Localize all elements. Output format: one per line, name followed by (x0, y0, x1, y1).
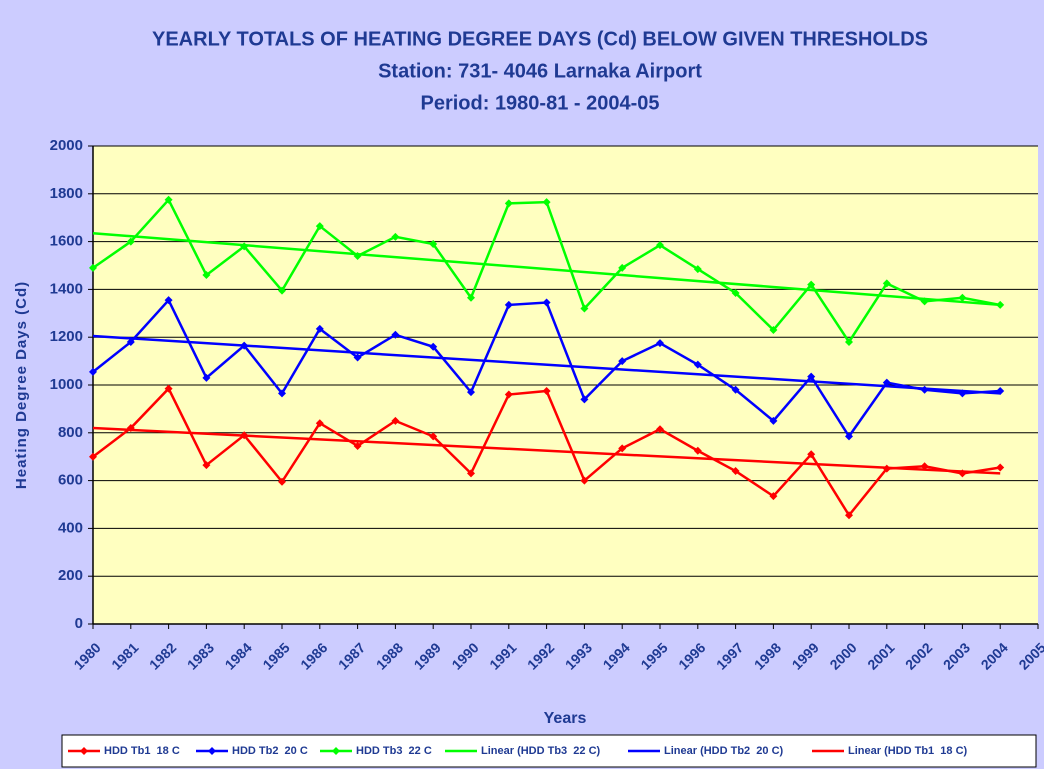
data-point (693, 265, 702, 274)
data-point (996, 463, 1005, 472)
data-point (618, 263, 627, 272)
y-axis-label: Heating Degree Days (Cd) (13, 281, 30, 489)
y-tick-label: 2000 (50, 137, 83, 154)
data-point (467, 388, 475, 397)
data-point (89, 452, 97, 461)
y-tick-label: 1200 (50, 328, 83, 345)
data-point (278, 477, 286, 486)
data-point (580, 476, 589, 485)
data-point (164, 384, 173, 393)
data-point (429, 342, 438, 351)
data-point (769, 326, 778, 335)
data-point (126, 237, 135, 246)
data-point (882, 378, 891, 387)
data-point (958, 293, 967, 302)
data-point (882, 279, 891, 288)
data-point (542, 198, 551, 207)
y-tick-label: 1800 (50, 185, 83, 202)
legend-label: HDD Tb2 20 C (232, 745, 308, 757)
data-point (504, 300, 513, 309)
data-point (542, 298, 551, 307)
data-point (315, 324, 324, 333)
data-point (618, 444, 627, 453)
chart-subtitle: Period: 1980-81 - 2004-05 (420, 92, 659, 114)
data-point (845, 337, 853, 346)
data-point (656, 339, 664, 348)
data-point (164, 296, 173, 305)
data-point (202, 461, 211, 470)
data-point (315, 419, 324, 428)
data-point (731, 467, 740, 476)
y-tick-label: 1400 (50, 280, 83, 297)
data-point (580, 395, 589, 404)
legend-marker (332, 747, 340, 755)
series-line (92, 231, 1001, 307)
chart-subtitle: Station: 731- 4046 Larnaka Airport (378, 60, 702, 82)
y-tick-label: 1000 (50, 376, 83, 393)
data-point (315, 222, 324, 231)
data-point (89, 367, 97, 376)
data-point (807, 372, 816, 381)
data-point (731, 288, 740, 297)
data-point (731, 385, 740, 394)
data-point (580, 304, 589, 313)
data-point (164, 195, 173, 204)
data-point (769, 416, 778, 425)
data-point (807, 450, 816, 459)
data-point (391, 232, 400, 241)
series-line (92, 334, 1001, 395)
legend-label: HDD Tb3 22 C (356, 745, 432, 757)
data-point (693, 446, 702, 455)
data-point (656, 425, 664, 434)
data-point (618, 357, 627, 366)
data-point (391, 330, 400, 339)
y-tick-label: 1600 (50, 233, 83, 250)
legend-label: Linear (HDD Tb2 20 C) (664, 745, 784, 757)
data-point (920, 462, 929, 471)
data-point (429, 432, 438, 441)
chart-title: YEARLY TOTALS OF HEATING DEGREE DAYS (Cd… (152, 28, 928, 50)
data-point (807, 280, 816, 289)
data-point (693, 360, 702, 369)
y-tick-label: 800 (58, 424, 83, 441)
x-axis-label: Years (544, 710, 587, 727)
data-point (353, 353, 362, 362)
y-tick-label: 600 (58, 472, 83, 489)
data-point (202, 271, 211, 280)
legend-label: Linear (HDD Tb3 22 C) (481, 745, 601, 757)
data-point (656, 241, 664, 250)
y-tick-label: 200 (58, 567, 83, 584)
data-point (845, 432, 853, 441)
data-point (504, 199, 513, 208)
y-tick-label: 400 (58, 519, 83, 536)
data-point (845, 511, 853, 520)
data-point (278, 286, 286, 295)
data-point (429, 239, 438, 248)
data-point (769, 492, 778, 501)
data-point (202, 373, 211, 382)
legend-marker (80, 747, 88, 755)
data-point (126, 337, 135, 346)
data-point (278, 389, 286, 398)
y-tick-label: 0 (75, 615, 83, 632)
data-point (504, 390, 513, 399)
legend-label: Linear (HDD Tb1 18 C) (848, 745, 968, 757)
series-line (92, 426, 1001, 475)
data-point (89, 263, 97, 272)
data-point (542, 386, 551, 395)
legend-label: HDD Tb1 18 C (104, 745, 180, 757)
legend-marker (208, 747, 216, 755)
data-point (391, 416, 400, 425)
data-point (467, 469, 475, 478)
data-point (467, 293, 475, 302)
data-point (353, 441, 362, 450)
